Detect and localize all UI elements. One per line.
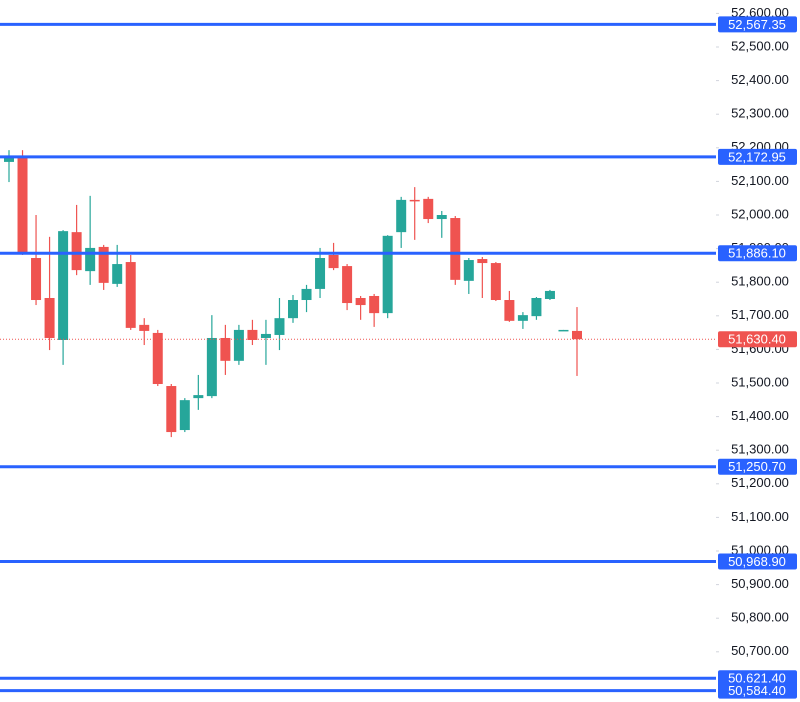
candle-body — [193, 395, 204, 399]
candle-body — [274, 318, 285, 335]
level-label: 50,968.90 — [728, 554, 786, 569]
y-tick-label: 52,500.00 — [731, 38, 789, 53]
candle-body — [382, 235, 393, 314]
level-box — [718, 148, 797, 165]
candle-body — [139, 324, 150, 331]
y-tick-label: 52,100.00 — [731, 173, 789, 188]
candle-body — [315, 258, 326, 289]
candle-body — [396, 199, 407, 233]
candle-body — [301, 288, 312, 301]
level-box — [718, 16, 797, 33]
candle-body — [369, 295, 380, 314]
y-tick-label: 51,100.00 — [731, 509, 789, 524]
level-label: 51,886.10 — [728, 246, 786, 261]
candle-body — [436, 215, 447, 220]
candle-body — [423, 198, 434, 220]
candle-body — [206, 337, 217, 397]
y-tick-label: 52,600.00 — [731, 5, 789, 20]
y-tick-label: 50,800.00 — [731, 610, 789, 625]
candle-body — [4, 155, 14, 162]
candle-body — [504, 300, 515, 321]
y-tick-label: 51,700.00 — [731, 307, 789, 322]
level-box — [718, 670, 797, 687]
candle-body — [342, 266, 353, 304]
candle-body — [490, 263, 501, 301]
candle-body — [558, 329, 569, 332]
level-label: 52,567.35 — [728, 17, 786, 32]
level-label: 50,584.40 — [728, 683, 786, 698]
y-tick-label: 51,300.00 — [731, 442, 789, 457]
level-label: 50,621.40 — [728, 671, 786, 686]
level-box — [718, 682, 797, 699]
level-box — [718, 553, 797, 570]
candle-body — [71, 232, 82, 271]
y-tick-label: 52,300.00 — [731, 106, 789, 121]
level-label: 52,172.95 — [728, 149, 786, 164]
candle-body — [112, 264, 123, 284]
y-tick-label: 50,900.00 — [731, 576, 789, 591]
candle-body — [58, 231, 69, 340]
candle-body — [328, 254, 339, 269]
candle-body — [233, 329, 244, 361]
candle-body — [166, 386, 177, 433]
y-tick-label: 51,400.00 — [731, 408, 789, 423]
y-tick-label: 52,400.00 — [731, 72, 789, 87]
candle-body — [531, 297, 542, 317]
last-price-label: 51,630.40 — [728, 332, 786, 347]
candle-body — [220, 337, 231, 361]
candle-body — [572, 330, 582, 340]
candle-body — [179, 400, 190, 431]
candle-body — [125, 262, 136, 328]
candle-body — [44, 297, 55, 338]
candle-body — [355, 297, 366, 306]
candle-body — [85, 247, 96, 272]
level-box — [718, 245, 797, 262]
candle-body — [17, 156, 28, 253]
y-tick-label: 51,500.00 — [731, 374, 789, 389]
candle-body — [98, 246, 109, 283]
level-label: 51,250.70 — [728, 459, 786, 474]
y-tick-label: 51,800.00 — [731, 274, 789, 289]
candle-body — [544, 290, 555, 300]
candle-body — [463, 260, 474, 281]
candle-body — [477, 259, 488, 264]
candle-body — [247, 329, 258, 340]
last-price-box — [718, 331, 797, 348]
candle-body — [409, 199, 420, 202]
candle-body — [260, 333, 271, 338]
candle-body — [152, 332, 163, 385]
candle-body — [288, 300, 298, 319]
candle-body — [31, 258, 42, 301]
y-tick-label: 51,200.00 — [731, 475, 789, 490]
candle-body — [517, 315, 528, 321]
y-tick-label: 52,000.00 — [731, 206, 789, 221]
y-tick-label: 50,700.00 — [731, 643, 789, 658]
candle-body — [450, 218, 461, 280]
level-box — [718, 458, 797, 475]
